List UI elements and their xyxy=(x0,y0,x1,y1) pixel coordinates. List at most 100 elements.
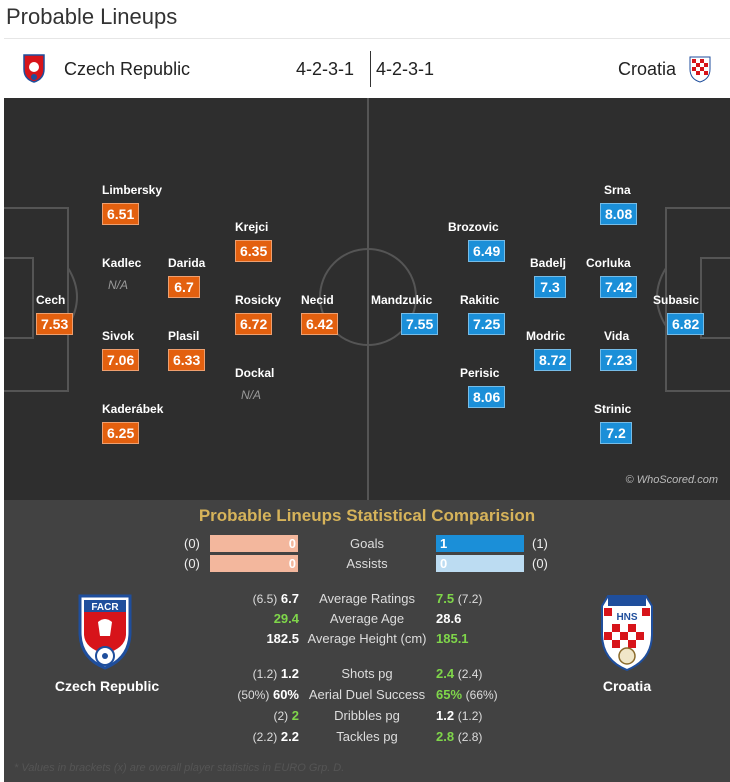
svg-text:HNS: HNS xyxy=(616,612,637,623)
comparison-heading: Probable Lineups Statistical Comparision xyxy=(198,506,536,525)
player-away-6[interactable]: Modric 8.72 xyxy=(526,329,596,371)
team-header-bar: Czech Republic 4-2-3-1 4-2-3-1 Croatia xyxy=(4,38,730,98)
away-stat-bracket: (1.2) xyxy=(457,709,483,723)
away-stat: 28.6 xyxy=(436,611,462,626)
player-home-8[interactable]: Krejci 6.35 xyxy=(235,220,305,262)
away-stat-bracket: (66%) xyxy=(465,688,498,702)
stat-label: Average Height (cm) xyxy=(307,631,427,646)
player-rating: 7.42 xyxy=(600,276,638,298)
stat-label: Tackles pg xyxy=(336,729,398,744)
player-rating: 7.2 xyxy=(600,422,632,444)
player-home-6[interactable]: Darida 6.7 xyxy=(168,256,238,298)
player-home-5[interactable]: Kaderábek 6.25 xyxy=(102,402,172,444)
player-rating: 7.53 xyxy=(36,313,74,335)
player-away-3[interactable]: Rakitic 7.25 xyxy=(460,293,530,335)
player-rating: 6.25 xyxy=(102,422,140,444)
player-rating: 6.51 xyxy=(102,203,140,225)
player-rating: 7.55 xyxy=(401,313,439,335)
home-stat-bracket: (2) xyxy=(273,709,289,723)
player-name: Srna xyxy=(604,183,631,197)
player-away-11[interactable]: Subasic 6.82 xyxy=(653,293,723,335)
home-stat-bracket: (50%) xyxy=(237,688,270,702)
home-assists-value: 0 xyxy=(288,556,296,571)
player-rating: 6.49 xyxy=(468,240,506,262)
czech-crest-icon xyxy=(23,54,45,83)
player-home-4[interactable]: Sivok 7.06 xyxy=(102,329,172,371)
player-name: Corluka xyxy=(586,256,631,270)
away-stat: 2.8 xyxy=(436,729,455,744)
home-goals-value: 0 xyxy=(288,536,296,551)
player-home-7[interactable]: Plasil 6.33 xyxy=(168,329,238,371)
away-stat: 185.1 xyxy=(436,631,469,646)
goals-label: Goals xyxy=(350,536,384,551)
player-home-9[interactable]: Rosicky 6.72 xyxy=(235,293,305,335)
player-home-2[interactable]: Limbersky 6.51 xyxy=(102,183,172,225)
home-stat-value: (50%) 60% xyxy=(237,687,299,702)
player-rating: 8.08 xyxy=(600,203,638,225)
home-team-name[interactable]: Czech Republic xyxy=(64,59,191,79)
player-rating: 7.25 xyxy=(468,313,506,335)
player-rating: 8.06 xyxy=(468,386,506,408)
home-stat-value: 29.4 xyxy=(274,611,299,626)
home-formation: 4-2-3-1 xyxy=(296,59,355,79)
player-away-1[interactable]: Mandzukic 7.55 xyxy=(371,293,441,335)
home-stat-value: (1.2) 1.2 xyxy=(253,666,299,681)
player-home-1[interactable]: Cech 7.53 xyxy=(36,293,106,335)
player-home-11[interactable]: Necid 6.42 xyxy=(301,293,371,335)
away-stat-value: 1.2 (1.2) xyxy=(436,708,482,723)
home-team-label: Czech Republic xyxy=(54,678,160,694)
home-assists-bar xyxy=(210,555,298,572)
player-rating: 7.23 xyxy=(600,349,638,371)
away-stat-value: 2.8 (2.8) xyxy=(436,729,482,744)
player-rating: 6.35 xyxy=(235,240,273,262)
player-name: Subasic xyxy=(653,293,700,307)
player-home-3[interactable]: Kadlec N/A xyxy=(102,256,172,294)
home-stat: 1.2 xyxy=(280,666,299,681)
player-name: Sivok xyxy=(102,329,135,343)
home-stat: 60% xyxy=(272,687,299,702)
home-stat-bracket: (6.5) xyxy=(252,592,278,606)
player-rating: 6.42 xyxy=(301,313,339,335)
player-home-10[interactable]: Dockal N/A xyxy=(235,366,305,404)
away-stat-value: 7.5 (7.2) xyxy=(436,591,482,606)
player-name: Strinic xyxy=(594,402,632,416)
away-stat-bracket: (2.8) xyxy=(457,730,483,744)
away-stat: 65% xyxy=(436,687,463,702)
player-name: Necid xyxy=(301,293,334,307)
away-stat-value: 65% (66%) xyxy=(436,687,498,702)
player-away-10[interactable]: Strinic 7.2 xyxy=(594,402,664,444)
player-away-9[interactable]: Vida 7.23 xyxy=(600,329,674,371)
player-away-4[interactable]: Perisic 8.06 xyxy=(460,366,530,408)
stat-label: Aerial Duel Success xyxy=(308,687,426,702)
player-name: Brozovic xyxy=(448,220,499,234)
away-stat-value: 28.6 xyxy=(436,611,461,626)
home-stat: 29.4 xyxy=(273,611,299,626)
pitch: Cech 7.53 Limbersky 6.51 Kadlec N/A Sivo… xyxy=(4,98,730,500)
player-name: Kadlec xyxy=(102,256,142,270)
away-goals-value: 1 xyxy=(440,536,448,551)
away-formation: 4-2-3-1 xyxy=(376,59,435,79)
away-stat-value: 185.1 xyxy=(436,631,469,646)
croatia-crest-icon xyxy=(689,56,711,83)
player-away-7[interactable]: Srna 8.08 xyxy=(600,183,674,225)
player-rating: 6.33 xyxy=(168,349,206,371)
home-stat-bracket: (2.2) xyxy=(252,730,278,744)
away-stat: 7.5 xyxy=(436,591,455,606)
player-rating: N/A xyxy=(107,278,128,292)
player-away-5[interactable]: Badelj 7.3 xyxy=(530,256,600,298)
stat-label: Average Ratings xyxy=(319,591,415,606)
stat-label: Dribbles pg xyxy=(334,708,400,723)
player-rating: 8.72 xyxy=(534,349,572,371)
player-away-2[interactable]: Brozovic 6.49 xyxy=(448,220,518,262)
away-team-name[interactable]: Croatia xyxy=(618,59,677,79)
player-name: Kaderábek xyxy=(102,402,164,416)
away-stat-value: 2.4 (2.4) xyxy=(436,666,482,681)
home-stat-bracket: (1.2) xyxy=(252,667,278,681)
player-away-8[interactable]: Corluka 7.42 xyxy=(586,256,656,298)
home-stat: 2 xyxy=(291,708,299,723)
player-rating: 7.3 xyxy=(534,276,566,298)
player-name: Cech xyxy=(36,293,66,307)
player-rating: N/A xyxy=(240,388,261,402)
stat-label: Average Age xyxy=(329,611,405,626)
home-assists-bracket: (0) xyxy=(184,556,200,571)
